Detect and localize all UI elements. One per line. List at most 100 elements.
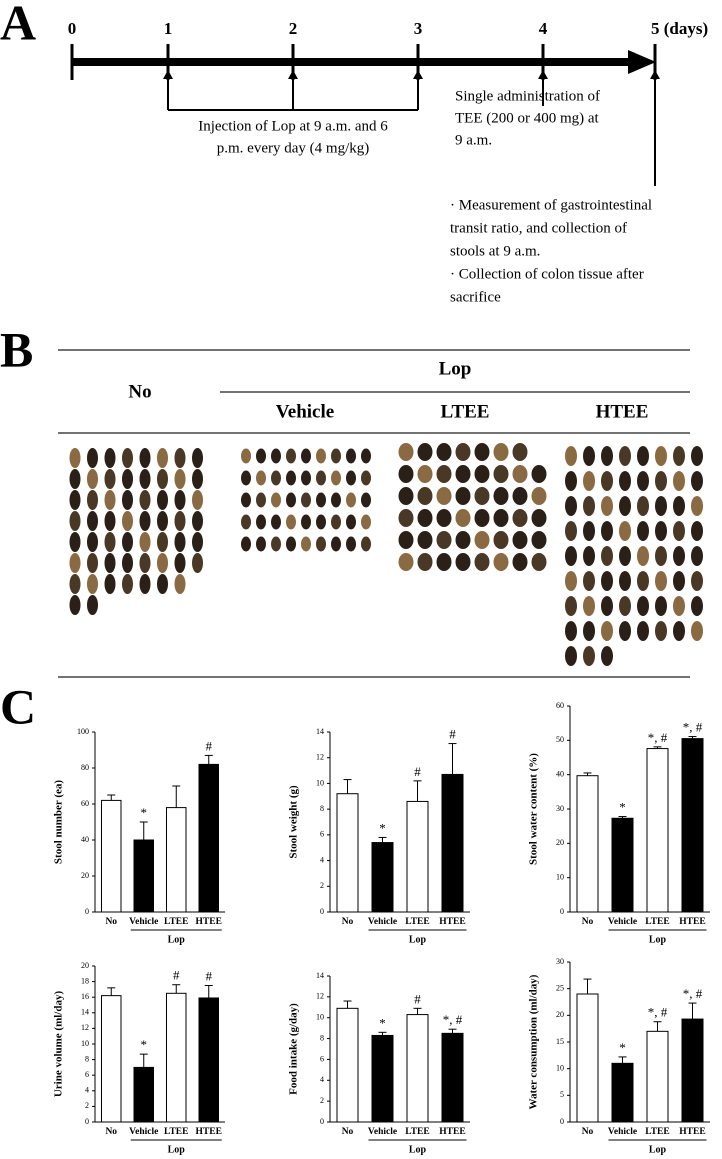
error-bar bbox=[448, 743, 457, 775]
stool-pellet bbox=[316, 470, 326, 486]
x-tick-label: HTEE bbox=[679, 1127, 705, 1137]
stool-pellet bbox=[174, 532, 186, 552]
stool-pellet bbox=[436, 553, 452, 571]
stool-pellet bbox=[637, 621, 649, 641]
stool-pellet bbox=[398, 487, 414, 505]
stool-pellet bbox=[256, 514, 266, 530]
stool-pellet bbox=[673, 446, 685, 466]
stool-pellet bbox=[157, 553, 168, 573]
y-axis-label: Stool number (ea) bbox=[53, 780, 65, 864]
significance-mark: * bbox=[141, 805, 148, 820]
x-tick-label: No bbox=[105, 917, 117, 927]
stool-pellet bbox=[104, 511, 116, 531]
stool-pellet bbox=[637, 496, 649, 516]
group-label: Lop bbox=[168, 934, 186, 945]
y-tick-label: 6 bbox=[320, 1054, 324, 1063]
stool-pellet bbox=[157, 574, 168, 594]
stool-pellet bbox=[256, 470, 266, 486]
stool-pellet bbox=[104, 553, 116, 573]
stool-pellet bbox=[655, 621, 667, 641]
y-tick-label: 80 bbox=[81, 763, 89, 772]
stool-pellet bbox=[361, 492, 371, 508]
stool-pellet bbox=[583, 446, 595, 466]
stool-pellet bbox=[69, 469, 81, 489]
stool-pellet bbox=[192, 469, 203, 489]
stool-pellet bbox=[619, 521, 631, 541]
y-axis-label: Urine volume (ml/day) bbox=[53, 991, 65, 1098]
x-tick-label: Vehicle bbox=[368, 917, 397, 927]
stool-pellet bbox=[139, 511, 151, 531]
stool-pellet bbox=[691, 521, 703, 541]
stool-pellet bbox=[104, 490, 116, 510]
bar bbox=[681, 1018, 704, 1123]
x-tick-label: HTEE bbox=[439, 1127, 465, 1137]
stool-pellet bbox=[301, 470, 311, 486]
stool-pellet bbox=[271, 492, 281, 508]
group-label: Lop bbox=[649, 1144, 667, 1155]
stool-pellet bbox=[583, 571, 595, 591]
significance-mark: *, # bbox=[443, 1012, 463, 1027]
stool-pellet bbox=[601, 471, 613, 491]
stool-pellet bbox=[104, 574, 116, 594]
stool-pellet bbox=[241, 514, 251, 530]
stool-pellet bbox=[673, 471, 685, 491]
bar bbox=[336, 1007, 359, 1123]
stool-pellet bbox=[174, 553, 186, 573]
stool-pellet bbox=[398, 553, 414, 571]
stool-pellet bbox=[241, 536, 251, 552]
y-tick-label: 10 bbox=[556, 872, 564, 881]
stool-pellet bbox=[655, 596, 667, 616]
stool-pellet bbox=[619, 446, 631, 466]
significance-mark: *, # bbox=[683, 720, 703, 735]
stool-pellet bbox=[655, 496, 667, 516]
bar bbox=[406, 800, 429, 913]
stool-pellet bbox=[565, 571, 577, 591]
stool-pellet bbox=[436, 531, 452, 549]
stool-pellet bbox=[512, 531, 528, 549]
stool-pellet bbox=[619, 496, 631, 516]
significance-mark: # bbox=[206, 738, 213, 753]
stool-pellet bbox=[157, 469, 168, 489]
stool-pellet bbox=[436, 487, 452, 505]
stool-pellet bbox=[637, 546, 649, 566]
stool-pellet bbox=[256, 536, 266, 552]
y-tick-label: 15 bbox=[556, 1037, 564, 1046]
bar bbox=[198, 763, 219, 913]
stool-pellet bbox=[331, 448, 341, 464]
stool-pellet bbox=[361, 514, 371, 530]
administration-text: 9 a.m. bbox=[455, 132, 492, 148]
stool-pellet bbox=[691, 496, 703, 516]
error-bar bbox=[204, 754, 213, 765]
y-axis-label: Food intake (g/day) bbox=[288, 1003, 300, 1095]
stool-pellet bbox=[331, 514, 341, 530]
stool-pellet bbox=[673, 496, 685, 516]
stool-pellet bbox=[474, 465, 490, 483]
stool-pellet bbox=[673, 546, 685, 566]
stool-pellet bbox=[241, 492, 251, 508]
stool-pellet bbox=[346, 514, 356, 530]
stool-pellet bbox=[361, 536, 371, 552]
stool-pellet bbox=[436, 509, 452, 527]
y-tick-label: 25 bbox=[556, 983, 564, 992]
stool-pellet bbox=[398, 509, 414, 527]
y-tick-label: 8 bbox=[320, 804, 324, 813]
stool-pellet bbox=[673, 621, 685, 641]
stool-pellet bbox=[361, 470, 371, 486]
bar bbox=[611, 1062, 634, 1123]
error-bar bbox=[378, 1031, 387, 1036]
day-label: 1 bbox=[164, 19, 173, 38]
x-tick-label: LTEE bbox=[164, 1127, 188, 1137]
y-tick-label: 14 bbox=[316, 971, 324, 980]
stool-pellet bbox=[601, 521, 613, 541]
bar bbox=[198, 997, 219, 1123]
y-tick-label: 2 bbox=[320, 881, 324, 890]
table-header: No bbox=[128, 381, 151, 402]
stool-pellet bbox=[122, 532, 133, 552]
stool-pellet bbox=[417, 553, 433, 571]
stool-pellet bbox=[331, 536, 341, 552]
stool-pellet bbox=[583, 471, 595, 491]
significance-mark: # bbox=[449, 727, 456, 742]
x-tick-label: No bbox=[105, 1127, 117, 1137]
stool-pellet bbox=[493, 487, 509, 505]
y-tick-label: 12 bbox=[316, 753, 324, 762]
